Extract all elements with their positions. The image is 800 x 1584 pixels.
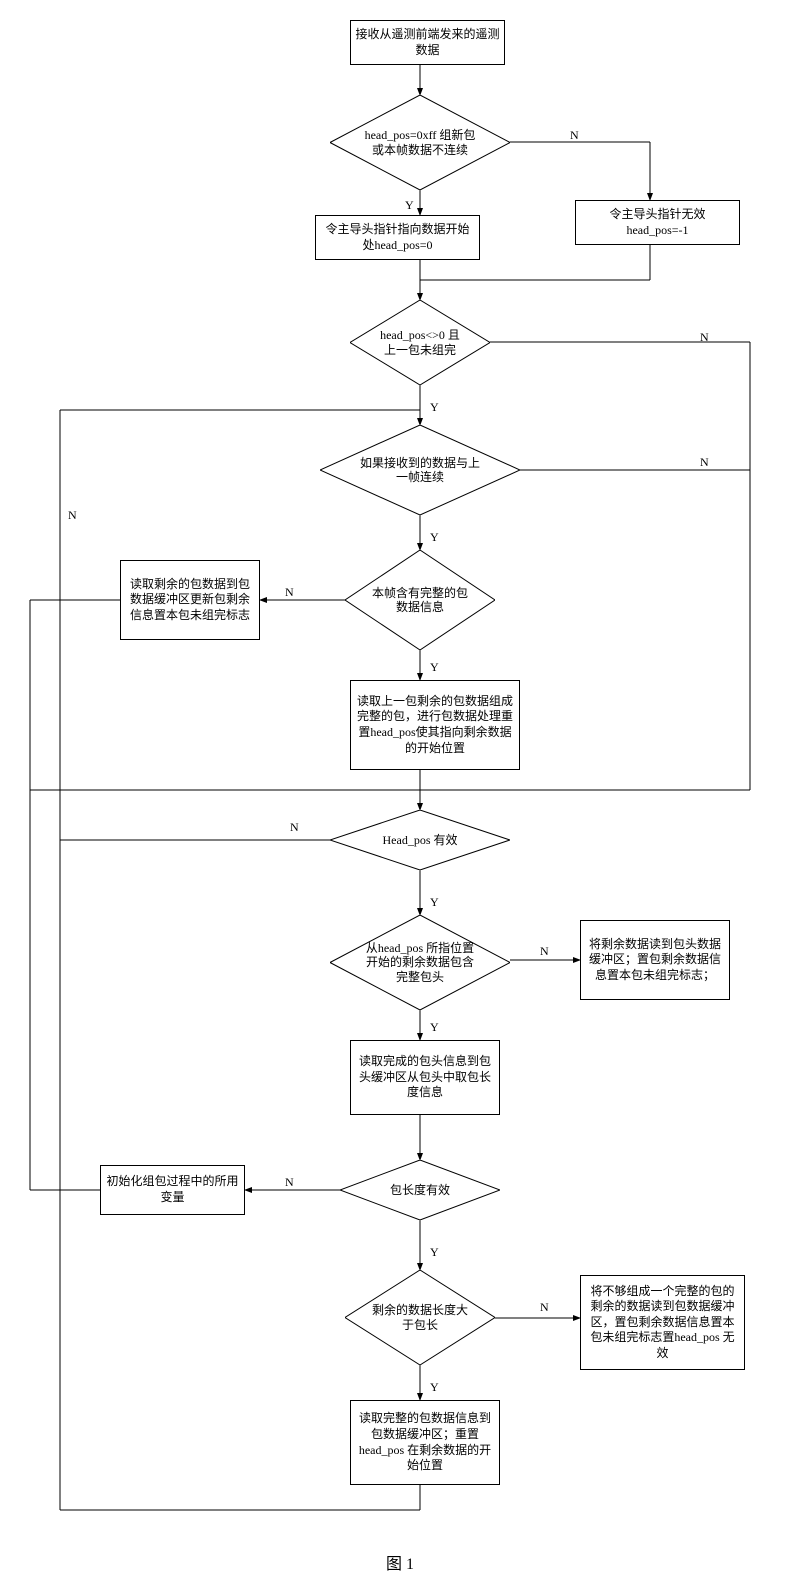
edge-label: Y [430, 1245, 439, 1260]
rect-n9: 将不够组成一个完整的包的剩余的数据读到包数据缓冲区，置包剩余数据信息置本包未组完… [580, 1275, 745, 1370]
rect-n4: 读取剩余的包数据到包数据缓冲区更新包剩余信息置本包未组完标志 [120, 560, 260, 640]
diamond-d7: 包长度有效 [340, 1160, 500, 1220]
edge-label: Y [430, 660, 439, 675]
diamond-d5: Head_pos 有效 [330, 810, 510, 870]
edge-label: Y [430, 1020, 439, 1035]
edge-label: Y [430, 400, 439, 415]
edge-label: N [290, 820, 299, 835]
diamond-d8: 剩余的数据长度大于包长 [345, 1270, 495, 1365]
edge-label: Y [430, 1380, 439, 1395]
diamond-d4: 本帧含有完整的包数据信息 [345, 550, 495, 650]
edge-label: Y [430, 895, 439, 910]
edge-label: N [285, 585, 294, 600]
edge-label: N [540, 944, 549, 959]
rect-n1: 接收从遥测前端发来的遥测数据 [350, 20, 505, 65]
edge-label: Y [430, 530, 439, 545]
edge-label: Y [405, 198, 414, 213]
rect-n6: 将剩余数据读到包头数据缓冲区；置包剩余数据信息置本包未组完标志； [580, 920, 730, 1000]
diamond-d2: head_pos<>0 且上一包未组完 [350, 300, 490, 385]
rect-n7: 读取完成的包头信息到包头缓冲区从包头中取包长度信息 [350, 1040, 500, 1115]
diamond-d3: 如果接收到的数据与上一帧连续 [320, 425, 520, 515]
rect-n8: 初始化组包过程中的所用变量 [100, 1165, 245, 1215]
diamond-d1: head_pos=0xff 组新包或本帧数据不连续 [330, 95, 510, 190]
figure-label: 图 1 [0, 1550, 800, 1574]
edge-label: N [68, 508, 77, 523]
rect-n10: 读取完整的包数据信息到包数据缓冲区；重置head_pos 在剩余数据的开始位置 [350, 1400, 500, 1485]
rect-n5: 读取上一包剩余的包数据组成完整的包，进行包数据处理重置head_pos使其指向剩… [350, 680, 520, 770]
edge-label: N [700, 455, 709, 470]
edge-label: N [700, 330, 709, 345]
diamond-d6: 从head_pos 所指位置开始的剩余数据包含完整包头 [330, 915, 510, 1010]
edge-label: N [285, 1175, 294, 1190]
rect-n3: 令主导头指针无效 head_pos=-1 [575, 200, 740, 245]
edge-label: N [540, 1300, 549, 1315]
rect-n2: 令主导头指针指向数据开始处head_pos=0 [315, 215, 480, 260]
edge-label: N [570, 128, 579, 143]
